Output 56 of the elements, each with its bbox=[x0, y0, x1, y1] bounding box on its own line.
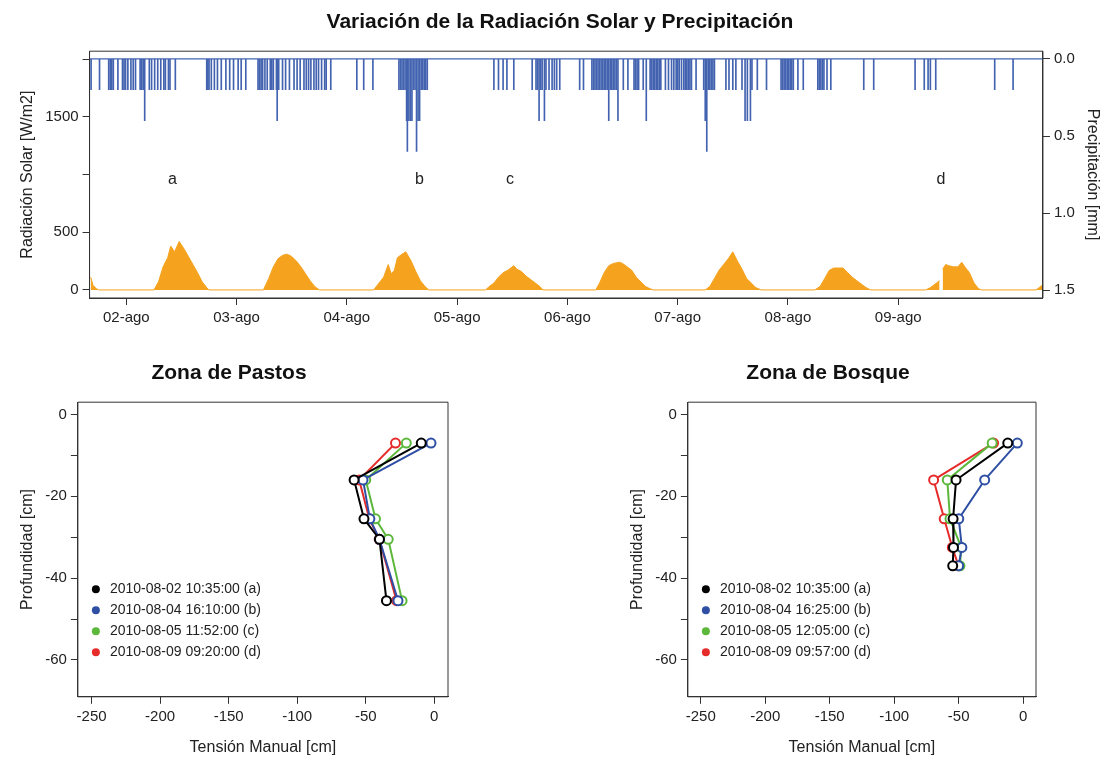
y-tick-label: 0 bbox=[668, 404, 677, 422]
y-tick-label: 0 bbox=[70, 280, 79, 298]
y-tick-label: -60 bbox=[655, 650, 677, 668]
x-axis-title: Tensión Manual [cm] bbox=[788, 737, 936, 755]
chart-title: Variación de la Radiación Solar y Precipitación bbox=[326, 9, 794, 33]
y-tick-label: 1500 bbox=[45, 107, 79, 125]
chart-title: Zona de Pastos bbox=[151, 360, 307, 384]
x-tick-label: 03-ago bbox=[213, 308, 260, 326]
y-tick-label: -20 bbox=[45, 486, 67, 504]
x-tick-label: -100 bbox=[879, 706, 910, 724]
x-tick-label: 05-ago bbox=[433, 308, 481, 326]
y-tick-label: 0 bbox=[58, 404, 67, 422]
y-tick-label: -20 bbox=[655, 486, 677, 504]
y-tick-label: 500 bbox=[53, 222, 79, 240]
legend-label: 2010-08-05 11:52:00 (c) bbox=[109, 622, 260, 639]
legend-label: 2010-08-02 10:35:00 (a) bbox=[109, 580, 261, 597]
y-axis-title: Profundidad [cm] bbox=[18, 489, 36, 610]
x-tick-label: 02-ago bbox=[102, 308, 150, 326]
y-axis-title: Profundidad [cm] bbox=[628, 489, 646, 610]
y-tick-label: -40 bbox=[655, 568, 677, 586]
chart-title: Zona de Bosque bbox=[746, 360, 910, 384]
x-tick-label: -50 bbox=[354, 706, 377, 724]
y-axis-title: Radiación Solar [W/m2] bbox=[18, 90, 36, 259]
annotation: b bbox=[414, 169, 424, 187]
y-tick-label: -60 bbox=[45, 650, 67, 668]
legend-label: 2010-08-02 10:35:00 (a) bbox=[719, 580, 871, 597]
x-tick-label: -200 bbox=[750, 706, 781, 724]
y2-axis-title: Precipitación [mm] bbox=[1084, 108, 1102, 241]
y-tick-label: -40 bbox=[45, 568, 67, 586]
x-tick-label: -150 bbox=[814, 706, 845, 724]
x-tick-label: 0 bbox=[1018, 706, 1028, 724]
x-tick-label: -250 bbox=[685, 706, 716, 724]
annotation: d bbox=[936, 169, 946, 187]
legend-label: 2010-08-05 12:05:00 (c) bbox=[719, 622, 871, 639]
x-tick-label: -200 bbox=[145, 706, 176, 724]
x-tick-label: 0 bbox=[430, 706, 439, 724]
x-tick-label: -50 bbox=[947, 706, 970, 724]
annotation: a bbox=[168, 169, 178, 187]
legend-label: 2010-08-09 09:20:00 (d) bbox=[109, 643, 261, 660]
x-tick-label: 04-ago bbox=[323, 308, 371, 326]
annotation: c bbox=[506, 169, 515, 187]
x-tick-label: 08-ago bbox=[764, 308, 812, 326]
x-tick-label: -100 bbox=[282, 706, 313, 724]
y2-tick-label: 0.5 bbox=[1053, 126, 1075, 144]
legend-label: 2010-08-04 16:25:00 (b) bbox=[719, 601, 871, 618]
x-tick-label: -250 bbox=[76, 706, 107, 724]
y2-tick-label: 1.5 bbox=[1053, 280, 1075, 298]
x-tick-label: 09-ago bbox=[874, 308, 922, 326]
legend-label: 2010-08-09 09:57:00 (d) bbox=[719, 643, 871, 660]
x-tick-label: 06-ago bbox=[544, 308, 591, 326]
x-tick-label: -150 bbox=[213, 706, 244, 724]
x-axis-title: Tensión Manual [cm] bbox=[189, 737, 337, 755]
legend-label: 2010-08-04 16:10:00 (b) bbox=[109, 601, 261, 618]
x-tick-label: 07-ago bbox=[654, 308, 702, 326]
y2-tick-label: 0.0 bbox=[1053, 49, 1075, 67]
y2-tick-label: 1.0 bbox=[1053, 203, 1075, 221]
